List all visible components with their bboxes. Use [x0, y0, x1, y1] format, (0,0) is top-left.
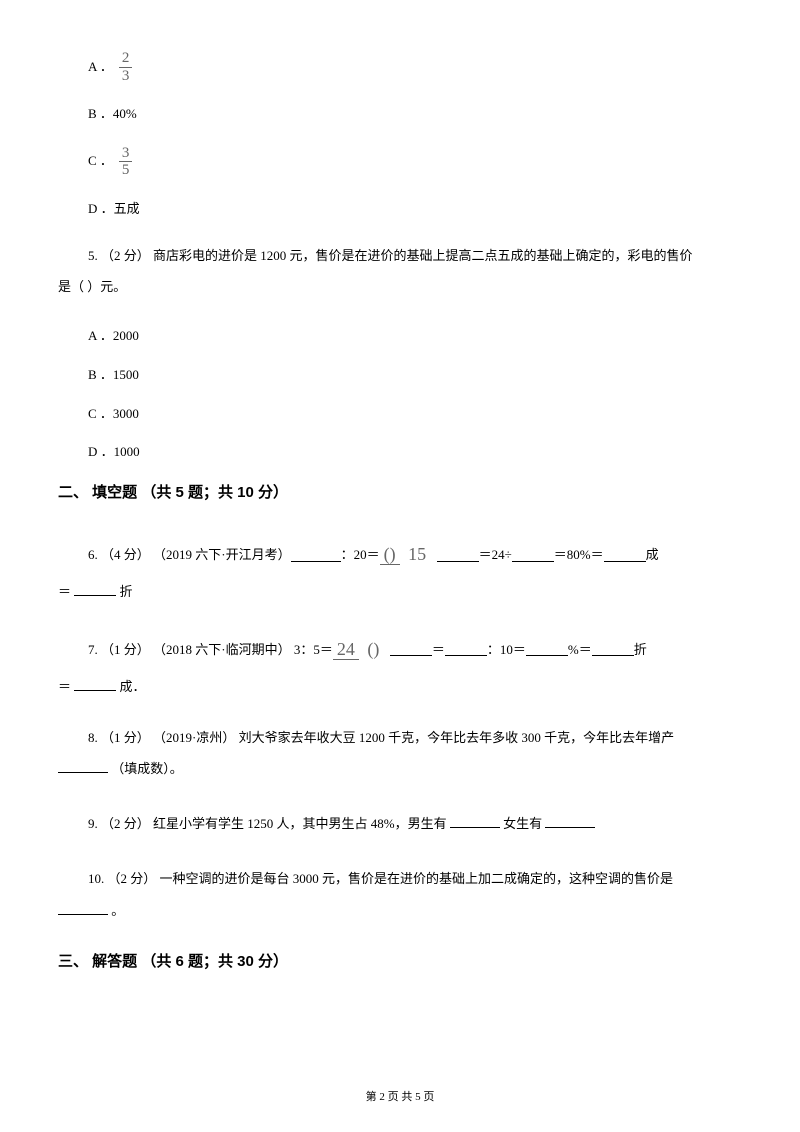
page-footer: 第 2 页 共 5 页 — [0, 1089, 800, 1107]
fraction-2-3: 2 3 — [119, 50, 133, 84]
q9-blank2 — [545, 814, 595, 828]
q6-blank5 — [74, 582, 116, 596]
q6-blank3 — [512, 548, 554, 562]
q7-blank2 — [445, 642, 487, 656]
question-5: 5. （2 分） 商店彩电的进价是 1200 元，售价是在进价的基础上提高二点五… — [58, 240, 742, 302]
q7-blank5 — [74, 677, 116, 691]
section-3-title: 三、 解答题 （共 6 题；共 30 分） — [58, 950, 742, 974]
q6-colon20: ：20＝ — [341, 539, 380, 570]
q8-blank — [58, 759, 108, 773]
option-b: B ．40% — [58, 104, 742, 125]
q7-line2-eq: ＝ — [58, 679, 71, 694]
section-2-title: 二、 填空题 （共 5 题；共 10 分） — [58, 481, 742, 505]
q8-line1: 8. （1 分） （2019·凉州） 刘大爷家去年收大豆 1200 千克，今年比… — [58, 722, 742, 753]
option-b-label: B ．40% — [88, 104, 137, 125]
q6-fraction: () 15 — [380, 533, 431, 576]
fraction-3-5: 3 5 — [119, 145, 133, 179]
option-a-label: A ． — [88, 57, 113, 78]
q5-option-a: A ．2000 — [58, 326, 742, 347]
q7-blank1 — [390, 642, 432, 656]
q8-line2-suffix: （填成数）。 — [111, 761, 183, 776]
q7-line2-cheng: 成． — [120, 679, 146, 694]
q6-cheng: 成 — [646, 539, 659, 570]
option-d-label: D ．五成 — [88, 199, 140, 220]
q10-blank — [58, 901, 108, 915]
q7-prefix: 7. （1 分） （2018 六下·临河期中） 3：5＝ — [88, 634, 333, 665]
option-d: D ．五成 — [58, 199, 742, 220]
question-9: 9. （2 分） 红星小学有学生 1250 人，其中男生占 48%，男生有 女生… — [58, 808, 742, 839]
q9-blank1 — [450, 814, 500, 828]
q7-blank3 — [526, 642, 568, 656]
q10-line2-suffix: 。 — [111, 903, 124, 918]
option-c: C ． 3 5 — [58, 145, 742, 179]
q5-line2: 是（ ）元。 — [58, 271, 742, 302]
q7-percent: %＝ — [568, 634, 592, 665]
q9-prefix: 9. （2 分） 红星小学有学生 1250 人，其中男生占 48%，男生有 — [88, 816, 447, 831]
q7-eq1: ＝ — [432, 634, 445, 665]
q6-line2-eq: ＝ — [58, 584, 71, 599]
q5-option-c: C ．3000 — [58, 404, 742, 425]
q7-fraction: 24 () — [333, 628, 384, 671]
q5-option-b: B ．1500 — [58, 365, 742, 386]
q6-blank2 — [437, 548, 479, 562]
question-7: 7. （1 分） （2018 六下·临河期中） 3：5＝ 24 () ＝ ：10… — [58, 628, 742, 702]
q10-line1: 10. （2 分） 一种空调的进价是每台 3000 元，售价是在进价的基础上加二… — [58, 863, 742, 894]
option-c-label: C ． — [88, 151, 113, 172]
question-10: 10. （2 分） 一种空调的进价是每台 3000 元，售价是在进价的基础上加二… — [58, 863, 742, 925]
q9-mid: 女生有 — [503, 816, 542, 831]
q7-zhe: 折 — [634, 634, 647, 665]
question-8: 8. （1 分） （2019·凉州） 刘大爷家去年收大豆 1200 千克，今年比… — [58, 722, 742, 784]
q6-line2-zhe: 折 — [120, 584, 133, 599]
q6-blank4 — [604, 548, 646, 562]
q5-option-d: D ．1000 — [58, 442, 742, 463]
q7-colon10: ：10＝ — [487, 634, 526, 665]
question-6: 6. （4 分） （2019 六下·开江月考） ：20＝ () 15 ＝24÷ … — [58, 533, 742, 607]
q6-eq24: ＝24÷ — [479, 539, 512, 570]
q7-blank4 — [592, 642, 634, 656]
q6-prefix: 6. （4 分） （2019 六下·开江月考） — [88, 539, 291, 570]
q5-line1: 5. （2 分） 商店彩电的进价是 1200 元，售价是在进价的基础上提高二点五… — [58, 240, 742, 271]
q6-blank1 — [291, 548, 341, 562]
option-a: A ． 2 3 — [58, 50, 742, 84]
q6-eq80: ＝80%＝ — [554, 539, 604, 570]
